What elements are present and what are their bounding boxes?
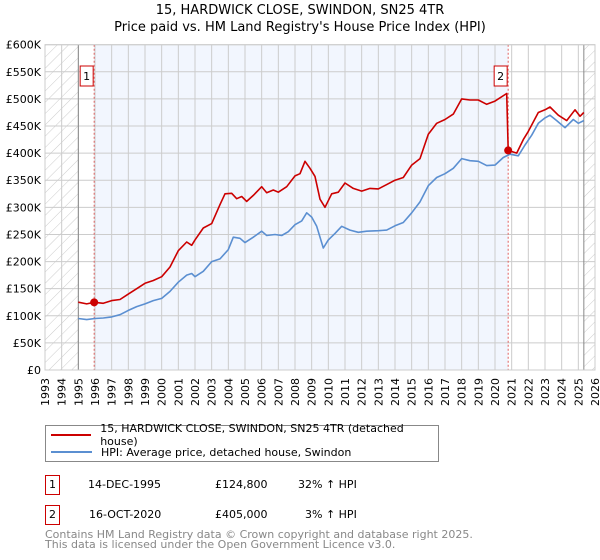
legend-label-hpi: HPI: Average price, detached house, Swin… <box>101 445 352 459</box>
footer: Contains HM Land Registry data © Crown c… <box>45 528 473 551</box>
x-tick-label: 2012 <box>356 378 369 406</box>
y-tick-label: £50K <box>13 337 42 350</box>
x-tick-label: 1993 <box>39 378 52 406</box>
y-tick-label: £450K <box>6 120 42 133</box>
sale-hpi-diff: 3% ↑ HPI <box>305 508 357 521</box>
hpi-line <box>78 114 585 321</box>
sale-marker-label: 1 <box>83 70 90 83</box>
y-tick-label: £550K <box>6 66 42 79</box>
x-tick-label: 2015 <box>406 378 419 406</box>
sale-row: 2 16-OCT-2020 £405,000 3% ↑ HPI <box>45 505 465 525</box>
x-tick-label: 2017 <box>439 378 452 406</box>
y-tick-label: £400K <box>6 147 42 160</box>
x-tick-label: 2022 <box>522 378 535 406</box>
x-tick-label: 2020 <box>489 378 502 406</box>
sale-badge: 1 <box>45 475 60 495</box>
sale-marker-label: 2 <box>497 70 504 83</box>
x-tick-label: 2004 <box>222 378 235 406</box>
x-tick-label: 2008 <box>289 378 302 406</box>
chart-subtitle: Price paid vs. HM Land Registry's House … <box>114 20 486 35</box>
sale-date: 14-DEC-1995 <box>88 478 162 491</box>
property-line <box>78 92 585 305</box>
footer-copyright: Contains HM Land Registry data © Crown c… <box>45 528 473 541</box>
x-tick-label: 2025 <box>572 378 585 406</box>
legend-item-hpi: HPI: Average price, detached house, Swin… <box>46 444 351 460</box>
x-tick-label: 1996 <box>89 378 102 406</box>
x-tick-label: 2002 <box>189 378 202 406</box>
plot-border <box>44 44 596 371</box>
legend-item-property: 15, HARDWICK CLOSE, SWINDON, SN25 4TR (d… <box>46 422 438 448</box>
x-tick-label: 1998 <box>122 378 135 406</box>
legend-swatch-hpi <box>51 451 92 453</box>
x-tick-label: 2018 <box>456 378 469 406</box>
legend-swatch-property <box>51 434 92 436</box>
x-tick-label: 2006 <box>256 378 269 406</box>
x-tick-label: 2007 <box>272 378 285 406</box>
sale-point <box>90 298 99 307</box>
sale-marker-box <box>79 65 94 87</box>
y-tick-label: £100K <box>6 310 42 323</box>
chart-title: 15, HARDWICK CLOSE, SWINDON, SN25 4TR <box>155 3 445 18</box>
x-tick-label: 1995 <box>72 378 85 406</box>
sale-date: 16-OCT-2020 <box>89 508 162 521</box>
y-tick-label: £0 <box>27 364 41 377</box>
sale-point <box>504 146 513 155</box>
x-tick-label: 2016 <box>422 378 435 406</box>
x-tick-label: 2026 <box>589 378 600 406</box>
x-tick-label: 1997 <box>106 378 119 406</box>
x-tick-label: 2010 <box>322 378 335 406</box>
legend: 15, HARDWICK CLOSE, SWINDON, SN25 4TR (d… <box>45 422 439 462</box>
legend-label-property: 15, HARDWICK CLOSE, SWINDON, SN25 4TR (d… <box>100 422 404 448</box>
x-tick-label: 2021 <box>506 378 519 406</box>
sale-marker-box <box>493 65 508 87</box>
y-tick-label: £250K <box>6 228 42 241</box>
footer-licence: This data is licensed under the Open Gov… <box>45 538 396 551</box>
x-tick-label: 2014 <box>389 378 402 406</box>
x-tick-label: 2011 <box>339 378 352 406</box>
sale-price: £405,000 <box>215 508 268 521</box>
x-tick-label: 1999 <box>139 378 152 406</box>
sale-hpi-diff: 32% ↑ HPI <box>298 478 357 491</box>
x-tick-label: 2013 <box>372 378 385 406</box>
sale-row: 1 14-DEC-1995 £124,800 32% ↑ HPI <box>45 475 465 495</box>
price-chart: 1993 1994 1995 1996 1997 1998 1999 2000 2001 2002… <box>6 39 600 406</box>
y-tick-label: £600K <box>6 39 42 52</box>
y-tick-label: £300K <box>6 201 42 214</box>
x-tick-label: 2000 <box>156 378 169 406</box>
x-tick-label: 2024 <box>556 378 569 406</box>
sale-price: £124,800 <box>215 478 268 491</box>
x-tick-label: 1994 <box>56 378 69 406</box>
x-tick-label: 2023 <box>539 378 552 406</box>
y-tick-label: £150K <box>6 283 42 296</box>
x-tick-label: 2003 <box>206 378 219 406</box>
x-tick-label: 2001 <box>172 378 185 406</box>
sale-badge: 2 <box>45 505 60 525</box>
x-tick-label: 2009 <box>306 378 319 406</box>
x-tick-label: 2019 <box>472 378 485 406</box>
y-tick-label: £500K <box>6 93 42 106</box>
x-tick-label: 2005 <box>239 378 252 406</box>
y-tick-label: £200K <box>6 256 42 269</box>
y-tick-label: £350K <box>6 174 42 187</box>
